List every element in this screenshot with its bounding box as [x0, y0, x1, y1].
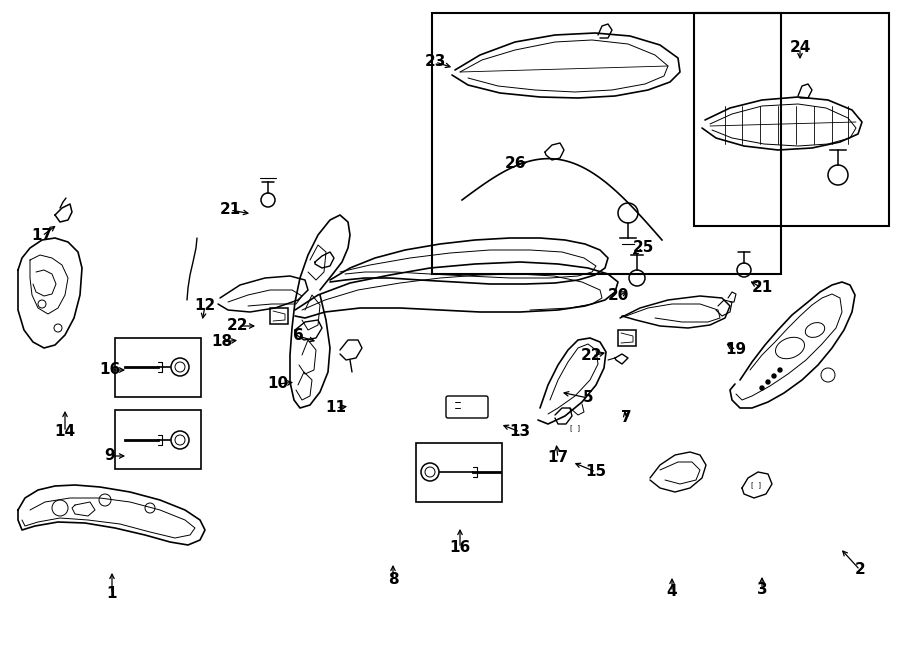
Text: [  ]: [ ]	[751, 482, 761, 488]
Circle shape	[766, 380, 770, 384]
Text: 4: 4	[667, 584, 678, 600]
Text: 18: 18	[212, 334, 232, 350]
Text: 12: 12	[194, 299, 216, 313]
Circle shape	[772, 374, 776, 378]
Text: 10: 10	[267, 377, 289, 391]
Bar	[270, 308, 288, 324]
Text: 14: 14	[54, 424, 76, 440]
Text: 17: 17	[547, 451, 569, 465]
Text: 7: 7	[621, 410, 631, 426]
Text: 6: 6	[292, 329, 303, 344]
Text: 16: 16	[99, 362, 121, 377]
Text: 15: 15	[585, 465, 607, 479]
Text: 24: 24	[789, 40, 811, 56]
Bar	[432, 13, 781, 274]
Text: 26: 26	[505, 157, 526, 171]
Bar	[416, 443, 502, 502]
Text: 13: 13	[509, 424, 531, 440]
Text: [  ]: [ ]	[570, 424, 580, 432]
Text: 23: 23	[424, 54, 446, 69]
Text: 21: 21	[220, 202, 240, 217]
Bar	[115, 410, 201, 469]
Bar	[115, 338, 201, 397]
Text: 2: 2	[855, 563, 866, 578]
Text: 9: 9	[104, 449, 115, 463]
Text: 22: 22	[227, 319, 248, 334]
Text: 3: 3	[757, 582, 768, 598]
Text: 1: 1	[107, 586, 117, 602]
Text: 22: 22	[581, 348, 603, 364]
Text: 17: 17	[32, 229, 52, 243]
Circle shape	[778, 368, 782, 372]
Bar	[694, 13, 889, 226]
Text: 16: 16	[449, 541, 471, 555]
Text: 21: 21	[752, 280, 772, 295]
Text: 19: 19	[725, 342, 747, 358]
Text: 25: 25	[633, 241, 653, 256]
Circle shape	[760, 386, 764, 390]
Text: 8: 8	[388, 572, 399, 588]
Text: 20: 20	[608, 288, 629, 303]
Text: 11: 11	[326, 401, 346, 416]
Text: 5: 5	[582, 391, 593, 405]
Bar	[618, 330, 636, 346]
